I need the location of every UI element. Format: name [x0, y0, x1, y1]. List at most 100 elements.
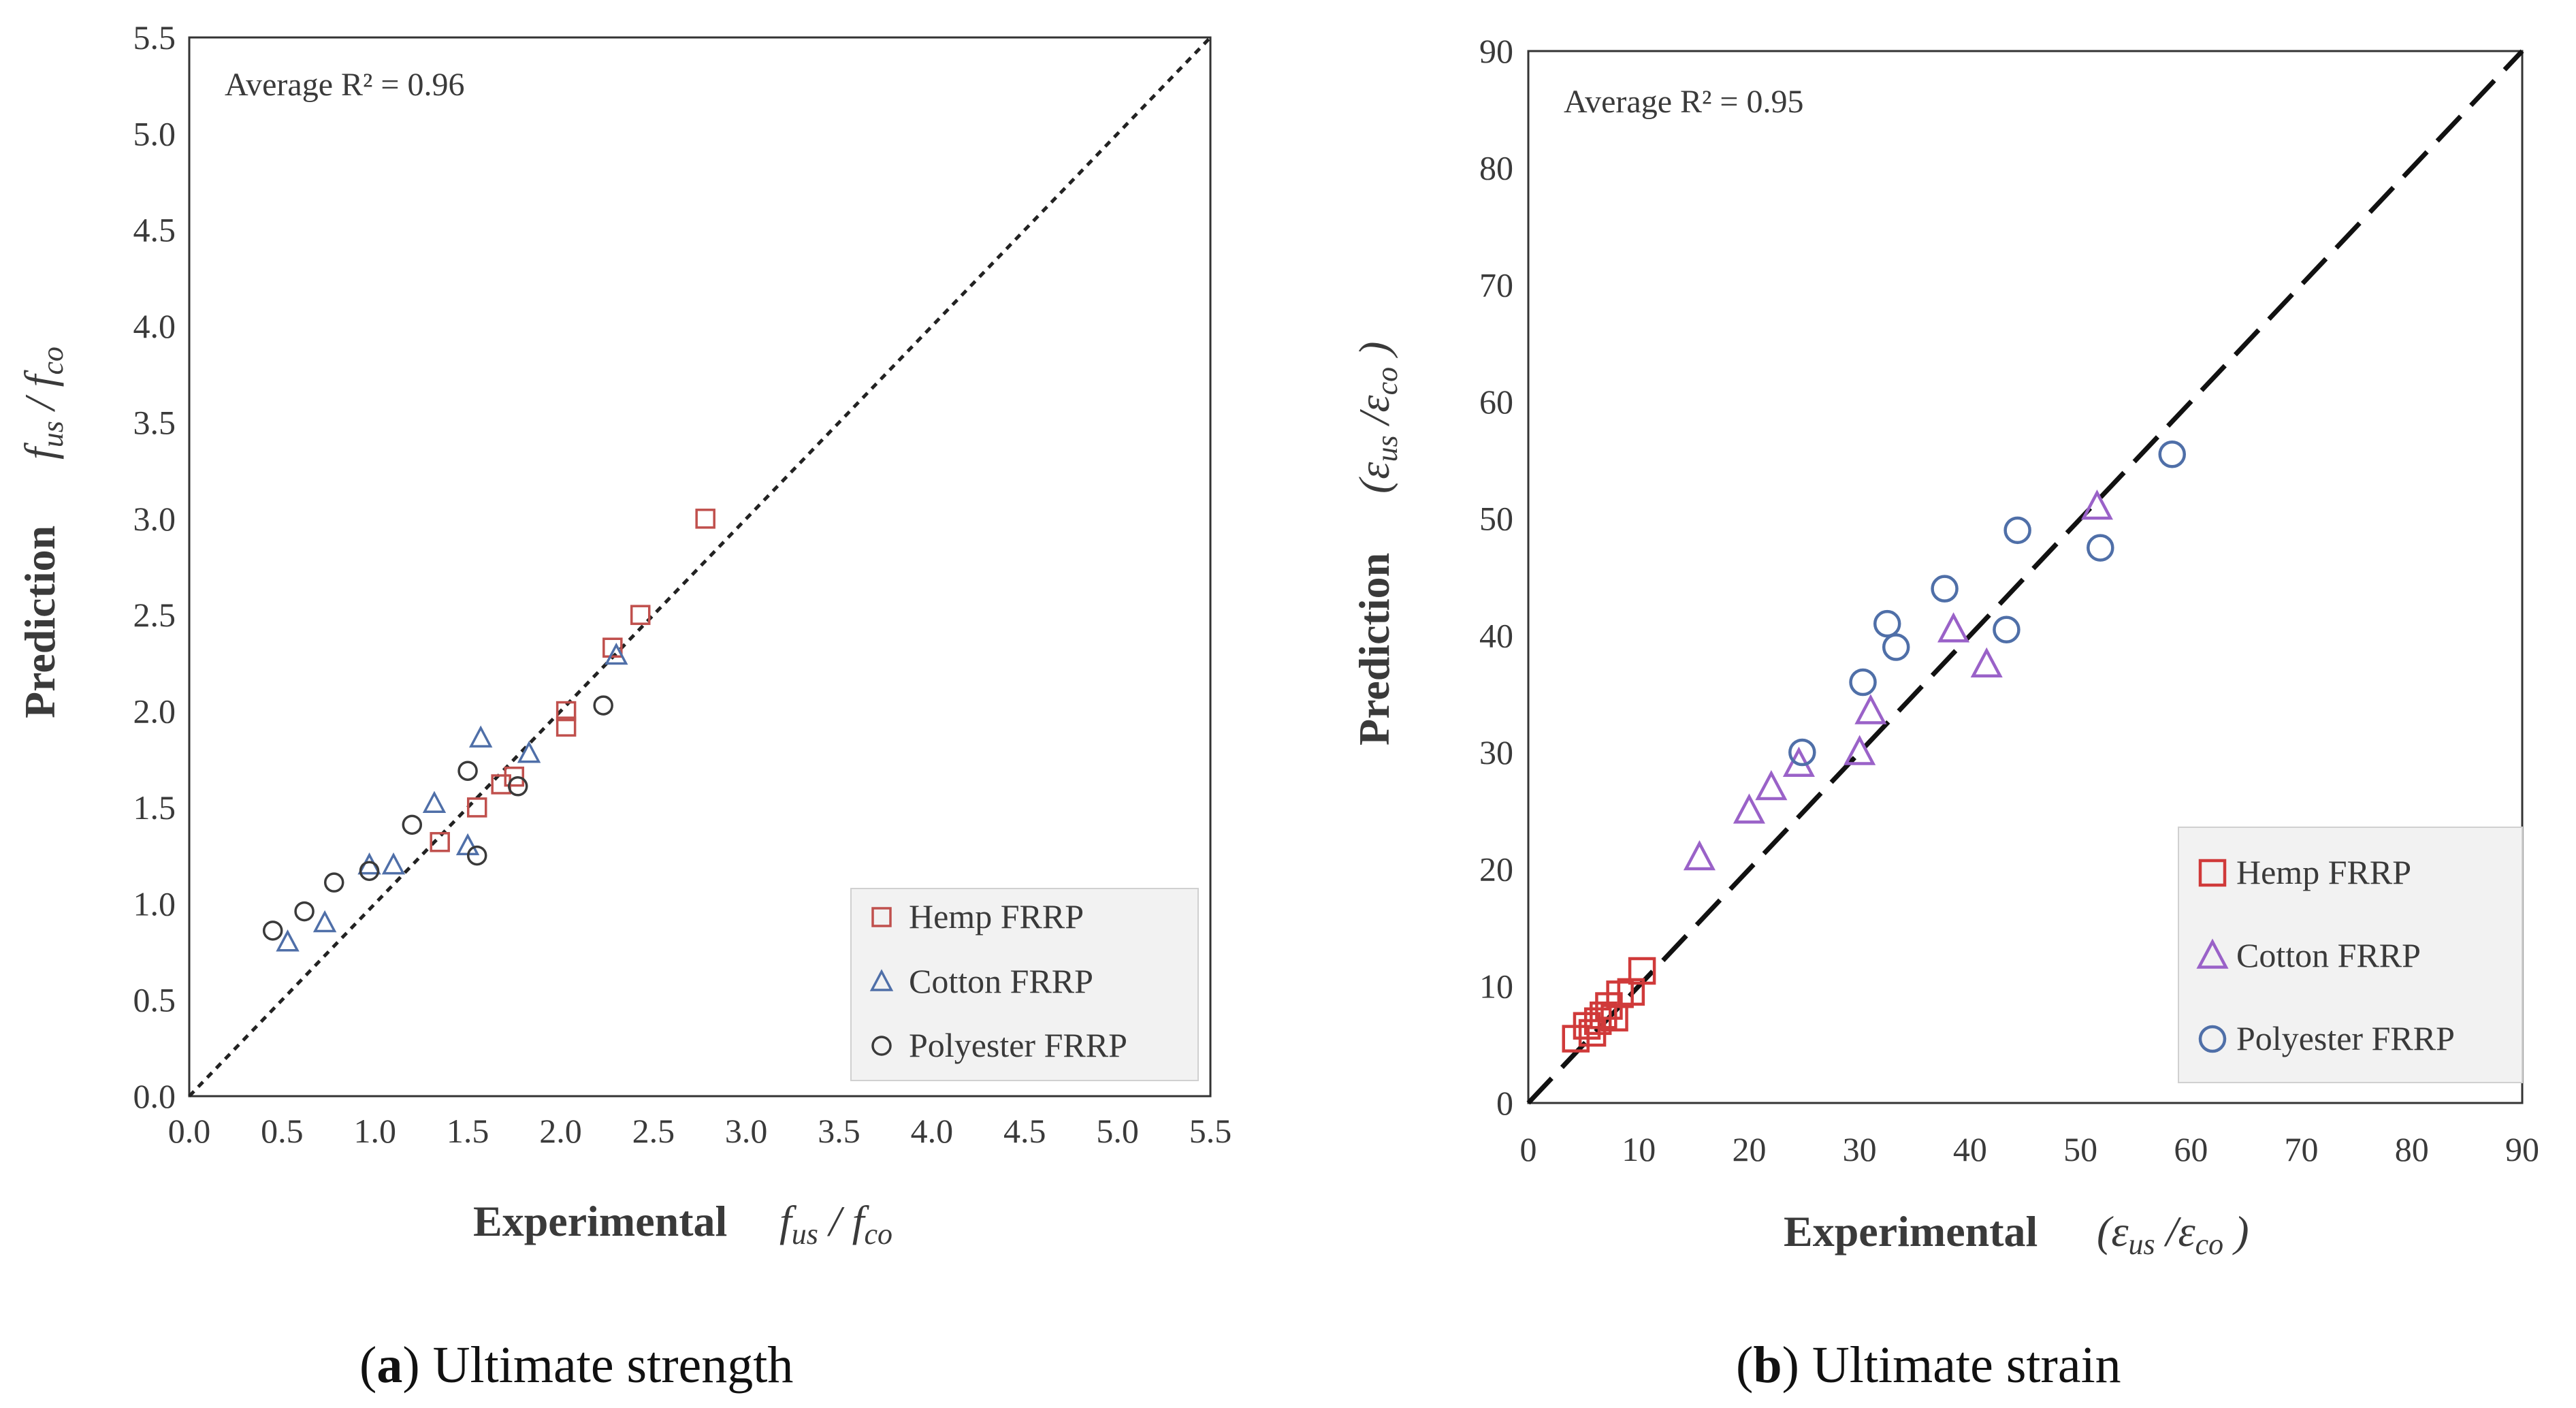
y-tick-labels-b: 0 10 20 30 40 50 60 70 80 90 [1479, 32, 1513, 1122]
y-tick-label: 2.0 [133, 692, 176, 731]
y-tick-label: 1.0 [133, 884, 176, 923]
polyester-point [593, 695, 613, 716]
polyester-point [466, 845, 487, 866]
identity-line-b [1526, 49, 2524, 1105]
legend-polyester-marker [2198, 1025, 2227, 1053]
x-axis-expr-a: fus / fco [779, 1197, 892, 1251]
polyester-point [1788, 738, 1816, 767]
cotton-point [468, 725, 493, 748]
caption-a: (a) Ultimate strength [359, 1337, 793, 1394]
hemp-point [466, 797, 487, 818]
legend-polyester-marker [871, 1036, 892, 1056]
polyester-point [359, 861, 380, 881]
polyester-point [2087, 534, 2114, 562]
y-tick-label: 0.5 [133, 981, 176, 1019]
cotton-point [1683, 840, 1716, 871]
legend-label-cotton-b: Cotton FRRP [2236, 936, 2421, 974]
polyester-point [1993, 615, 2020, 643]
cotton-point [1733, 793, 1765, 824]
y-tick-label: 70 [1479, 266, 1513, 304]
x-axis-title-a: Experimental [473, 1197, 727, 1245]
hemp-point [504, 766, 525, 787]
x-tick-label: 70 [2285, 1130, 2319, 1168]
y-tick-label: 4.0 [133, 307, 176, 345]
cotton-point [605, 642, 628, 665]
caption-b: (b) Ultimate strain [1736, 1337, 2121, 1394]
y-tick-label: 3.0 [133, 500, 176, 538]
hemp-point [556, 701, 577, 722]
x-tick-label: 5.0 [1096, 1112, 1139, 1150]
x-tick-label: 0 [1520, 1130, 1537, 1168]
cotton-point [2080, 490, 2113, 520]
polyester-point [262, 921, 283, 941]
cotton-point [276, 929, 300, 952]
x-tick-label: 50 [2063, 1130, 2097, 1168]
cotton-point [312, 910, 337, 933]
legend-b: Hemp FRRP Cotton FRRP Polyester FRRP [2178, 827, 2523, 1083]
cotton-point [1844, 735, 1876, 765]
x-tick-labels-b: 0 10 20 30 40 50 60 70 80 90 [1520, 1130, 2540, 1168]
legend-cotton-marker [2196, 938, 2229, 969]
svg-text:Experimental: Experimental [473, 1197, 727, 1245]
legend-label-polyester-b: Polyester FRRP [2236, 1019, 2455, 1057]
y-tick-label: 5.5 [133, 18, 176, 57]
y-tick-label: 4.5 [133, 211, 176, 249]
legend-cotton-marker [869, 969, 894, 991]
x-tick-label: 3.5 [818, 1112, 860, 1150]
x-axis-expr-b: (εus /εco ) [2097, 1207, 2249, 1261]
x-tick-label: 10 [1622, 1130, 1656, 1168]
legend-a: Hemp FRRP Cotton FRRP Polyester FRRP [850, 888, 1199, 1081]
plot-frame-a [188, 36, 1212, 1098]
cotton-point [455, 833, 480, 856]
y-axis-title-b: Prediction [1350, 553, 1398, 746]
legend-hemp-marker [871, 907, 892, 927]
y-tick-label: 1.5 [133, 788, 176, 827]
x-tick-label: 30 [1843, 1130, 1877, 1168]
y-tick-label: 40 [1479, 616, 1513, 654]
x-tick-label: 2.0 [539, 1112, 582, 1150]
hemp-point [630, 605, 651, 625]
hemp-point [695, 509, 715, 529]
legend-label-cotton-a: Cotton FRRP [909, 962, 1093, 1000]
y-tick-label: 60 [1479, 383, 1513, 421]
y-tick-label: 30 [1479, 733, 1513, 771]
y-tick-label: 0 [1496, 1084, 1513, 1122]
y-tick-label: 50 [1479, 500, 1513, 538]
y-tick-label: 0.0 [133, 1077, 176, 1115]
polyester-point [2158, 441, 2187, 468]
x-tick-label: 4.5 [1003, 1112, 1046, 1150]
polyester-point [1882, 633, 1910, 661]
x-tick-label: 20 [1732, 1130, 1766, 1168]
hemp-point [1628, 957, 1656, 985]
polyester-point [1931, 575, 1959, 603]
y-tick-label: 2.5 [133, 596, 176, 634]
x-tick-label: 90 [2505, 1130, 2539, 1168]
cotton-point [1854, 694, 1887, 724]
cotton-point [517, 741, 541, 763]
polyester-point [507, 776, 528, 797]
cotton-point [381, 852, 406, 875]
y-tick-label: 3.5 [133, 403, 176, 441]
x-tick-label: 40 [1953, 1130, 1987, 1168]
legend-label-hemp-b: Hemp FRRP [2236, 853, 2411, 891]
x-tick-label: 1.0 [353, 1112, 396, 1150]
y-tick-label: 20 [1479, 850, 1513, 889]
y-axis-expr-a: fus / fco [16, 347, 69, 460]
hemp-point [602, 637, 623, 658]
x-axis-title-b: Experimental [1784, 1207, 2038, 1255]
r2-annotation-a: Average R² = 0.96 [225, 67, 464, 103]
cotton-point [422, 790, 447, 813]
polyester-point [294, 901, 315, 922]
legend-label-hemp-a: Hemp FRRP [909, 897, 1084, 935]
x-tick-labels-a: 0.0 0.5 1.0 1.5 2.0 2.5 3.0 3.5 4.0 4.5 5.0 5.5 [168, 1112, 1232, 1150]
x-tick-label: 4.0 [911, 1112, 954, 1150]
x-tick-label: 0.5 [261, 1112, 304, 1150]
legend-label-polyester-a: Polyester FRRP [909, 1026, 1127, 1064]
x-tick-label: 3.0 [725, 1112, 768, 1150]
cotton-point [1970, 647, 2003, 678]
polyester-point [2003, 516, 2031, 545]
svg-text:Experimental: Experimental [1784, 1207, 2038, 1255]
y-tick-label: 80 [1479, 149, 1513, 187]
y-tick-label: 10 [1479, 967, 1513, 1005]
